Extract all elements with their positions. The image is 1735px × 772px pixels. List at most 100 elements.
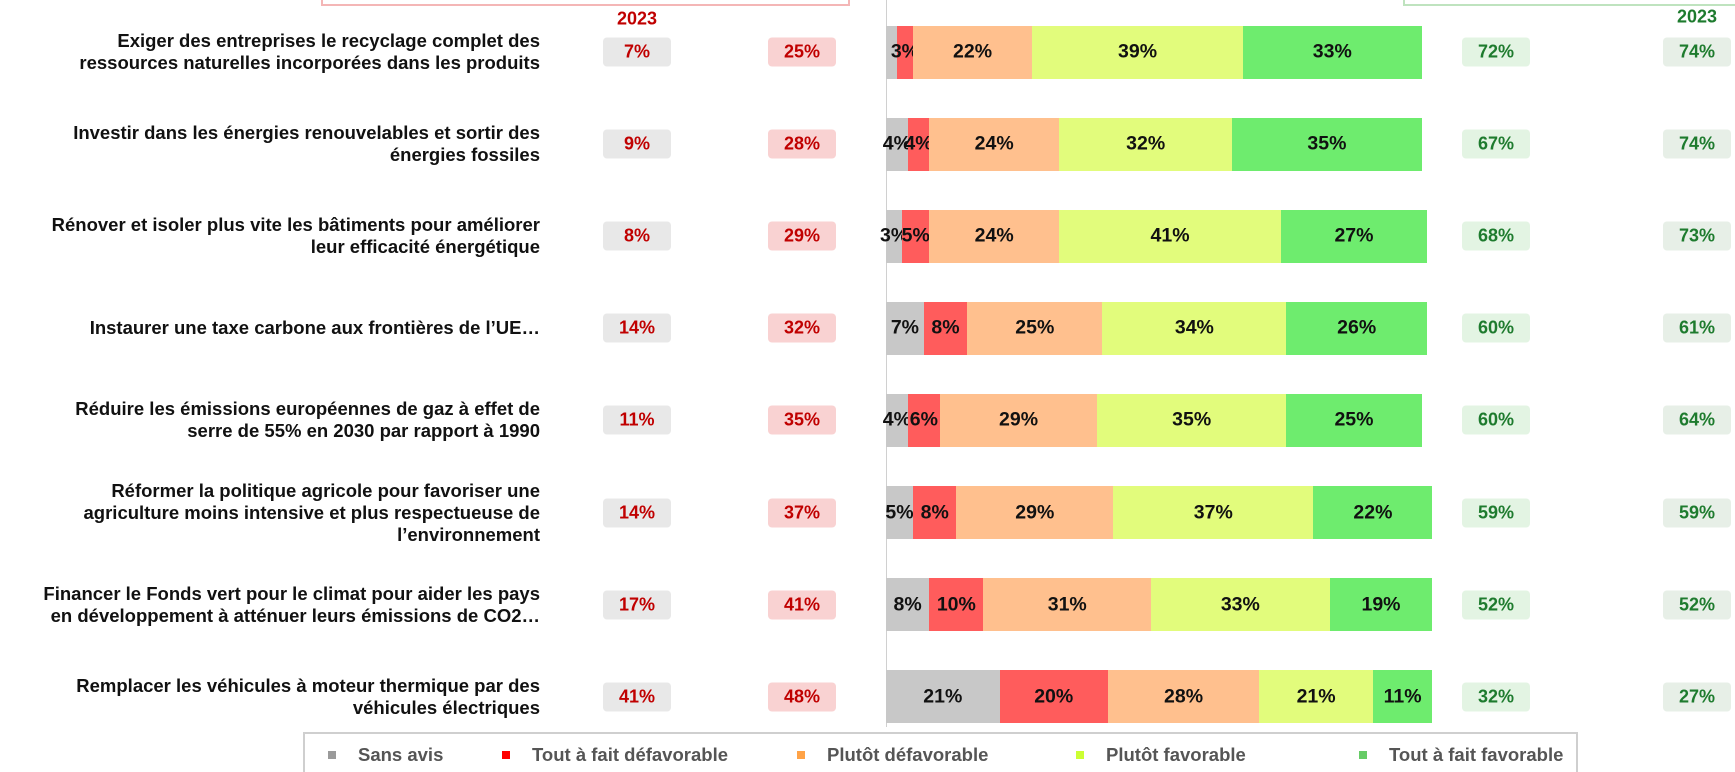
- bar-segment: [907, 117, 930, 171]
- total-pill: 59%: [1663, 498, 1731, 527]
- bar-segment: [1059, 117, 1233, 171]
- total-pill: 25%: [768, 37, 836, 67]
- total-pill: 17%: [603, 590, 671, 620]
- total-pill: 61%: [1663, 313, 1731, 343]
- segment-label: 8%: [920, 501, 949, 523]
- top-frame-right: [1403, 0, 1735, 6]
- bar-segment: [902, 209, 930, 263]
- bar-segment: [929, 578, 984, 632]
- bar-segment: [983, 578, 1152, 632]
- total-pill: 27%: [1663, 682, 1731, 712]
- bar-segment: [886, 578, 930, 632]
- bar-segment: [1102, 301, 1287, 355]
- bar-segment: [886, 301, 924, 355]
- category-label: Réformer la politique agricole pour favo…: [83, 479, 540, 545]
- bar-segment: [1372, 670, 1433, 724]
- bar-segment: [1280, 209, 1427, 263]
- legend-marker: [1359, 751, 1367, 759]
- total-pill: 37%: [768, 498, 836, 527]
- segment-label: 39%: [1118, 40, 1158, 63]
- total-pill: 52%: [1462, 590, 1530, 620]
- bar-segment: [896, 25, 914, 79]
- category-label: Financer le Fonds vert pour le climat po…: [43, 582, 540, 626]
- segment-label: 21%: [1296, 685, 1336, 708]
- legend-marker: [328, 751, 336, 759]
- total-pill: 73%: [1663, 221, 1731, 251]
- legend-label: Tout à fait défavorable: [532, 744, 728, 765]
- total-pill: 59%: [1462, 498, 1530, 527]
- segment-label: 10%: [936, 593, 976, 616]
- segment-label: 8%: [931, 316, 960, 339]
- total-pill: 8%: [603, 221, 671, 251]
- segment-label: 8%: [893, 593, 922, 616]
- bar-segment: [1329, 578, 1433, 632]
- bar-segment: [886, 117, 908, 171]
- segment-label: 22%: [953, 40, 993, 63]
- bar-segment: [1032, 25, 1244, 79]
- top-frame-left: [321, 0, 850, 6]
- bar-segment: [1059, 209, 1281, 263]
- bar-segment: [999, 670, 1108, 724]
- total-pill: 74%: [1663, 37, 1731, 67]
- total-pill: 60%: [1462, 405, 1530, 435]
- total-pill: 52%: [1663, 590, 1731, 620]
- bar-segment: [913, 486, 957, 539]
- segment-label: 22%: [1353, 501, 1393, 523]
- segment-label: 3%: [890, 40, 920, 63]
- category-label: Réduire les émissions européennes de gaz…: [75, 398, 540, 442]
- segment-label: 4%: [882, 408, 911, 431]
- segment-label: 3%: [880, 224, 909, 247]
- bar-segment: [886, 486, 914, 539]
- total-pill: 74%: [1663, 129, 1731, 159]
- total-pill: 32%: [768, 313, 836, 343]
- legend-marker: [502, 751, 510, 759]
- segment-label: 20%: [1034, 685, 1074, 708]
- segment-label: 35%: [1172, 408, 1212, 431]
- total-pill: 60%: [1462, 313, 1530, 343]
- bar-segment: [1286, 393, 1422, 447]
- legend-label: Plutôt favorable: [1106, 744, 1246, 765]
- segment-label: 5%: [901, 224, 930, 247]
- total-pill: 68%: [1462, 221, 1530, 251]
- bar-segment: [886, 670, 1000, 724]
- total-pill: 32%: [1462, 682, 1530, 712]
- segment-label: 41%: [1150, 224, 1190, 247]
- segment-label: 28%: [1164, 685, 1204, 708]
- segment-label: 34%: [1174, 316, 1214, 339]
- bar-segment: [1243, 25, 1422, 79]
- bar-segment: [1313, 486, 1433, 539]
- total-pill: 67%: [1462, 129, 1530, 159]
- category-label: Instaurer une taxe carbone aux frontière…: [89, 317, 540, 339]
- total-pill: 48%: [768, 682, 836, 712]
- total-pill: 14%: [603, 498, 671, 527]
- bar-segment: [1232, 117, 1422, 171]
- segment-label: 37%: [1193, 501, 1233, 523]
- segment-label: 19%: [1361, 593, 1401, 616]
- segment-label: 32%: [1126, 132, 1166, 155]
- column-header: 2023: [616, 8, 658, 29]
- bar-segment: [929, 117, 1060, 171]
- bar-segment: [913, 25, 1033, 79]
- segment-label: 5%: [885, 501, 914, 523]
- total-pill: 29%: [768, 221, 836, 251]
- bar-segment: [1151, 578, 1330, 632]
- segment-label: 29%: [999, 408, 1039, 431]
- segment-label: 26%: [1337, 316, 1377, 339]
- segment-label: 33%: [1312, 40, 1352, 63]
- segment-label: 27%: [1334, 224, 1374, 247]
- legend-label: Sans avis: [358, 744, 444, 765]
- total-pill: 35%: [768, 405, 836, 435]
- total-pill: 14%: [603, 313, 671, 343]
- bar-segment: [886, 393, 908, 447]
- column-header: 2023: [1676, 6, 1718, 27]
- category-label: Remplacer les véhicules à moteur thermiq…: [76, 674, 540, 718]
- total-pill: 28%: [768, 129, 836, 159]
- bar-segment: [1286, 301, 1427, 355]
- segment-label: 24%: [974, 224, 1014, 247]
- segment-label: 6%: [909, 408, 938, 431]
- legend-marker: [797, 751, 805, 759]
- bar-segment: [923, 301, 968, 355]
- segment-label: 24%: [974, 132, 1014, 155]
- bar-segment: [886, 209, 903, 263]
- segment-label: 4%: [904, 132, 933, 155]
